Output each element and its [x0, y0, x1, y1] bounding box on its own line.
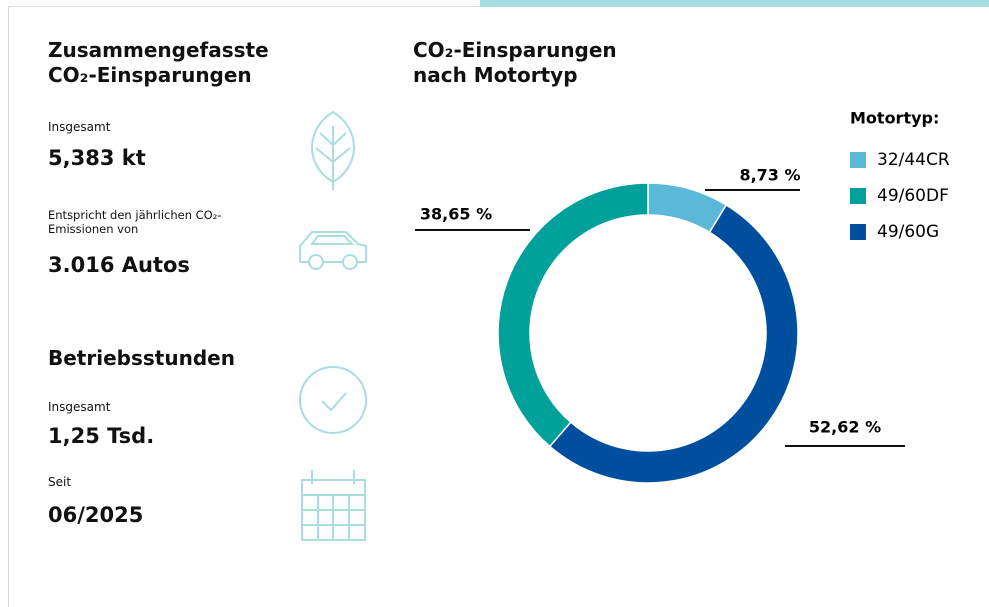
data-label: 38,65 %: [420, 205, 492, 224]
icons: [299, 110, 367, 541]
value: 5,383 kt: [48, 146, 146, 170]
value: 06/2025: [48, 503, 144, 527]
value: 1,25 Tsd.: [48, 424, 155, 448]
summary-title: Zusammengefasste CO₂-Einsparungen: [48, 38, 269, 87]
leaf-icon: [311, 110, 355, 190]
legend-swatch: [850, 224, 866, 240]
legend-label: 49/60G: [877, 222, 939, 242]
data-label: 8,73 %: [739, 166, 800, 185]
car-icon: [299, 231, 367, 270]
clock-icon: [299, 366, 367, 434]
legend-swatch: [850, 188, 866, 204]
donut-slice: [497, 182, 649, 448]
legend-swatch: [850, 152, 866, 168]
data-label: 52,62 %: [809, 418, 881, 437]
legend-label: 32/44CR: [877, 150, 950, 170]
accent-bar: [480, 0, 989, 7]
calendar-icon: [301, 470, 366, 541]
donut-slice: [548, 203, 799, 484]
label: Entspricht den jährlichen CO₂-Emissionen…: [48, 208, 222, 237]
label: Seit: [48, 475, 72, 489]
chart: 8,73 % 38,65 % 52,62 % Motortyp: 32/44CR 49/6…: [299, 109, 950, 541]
value: 3.016 Autos: [48, 253, 190, 277]
page: 8,73 % 38,65 % 52,62 % Motortyp: 32/44CR 49/6…: [8, 0, 989, 607]
label: Insgesamt: [48, 400, 111, 414]
chart-title: CO₂-Einsparungen nach Motortyp: [413, 38, 617, 87]
legend-label: 49/60DF: [877, 186, 949, 206]
legend-title: Motortyp:: [850, 109, 939, 128]
label: Insgesamt: [48, 120, 111, 134]
hours-title: Betriebsstunden: [48, 346, 235, 370]
